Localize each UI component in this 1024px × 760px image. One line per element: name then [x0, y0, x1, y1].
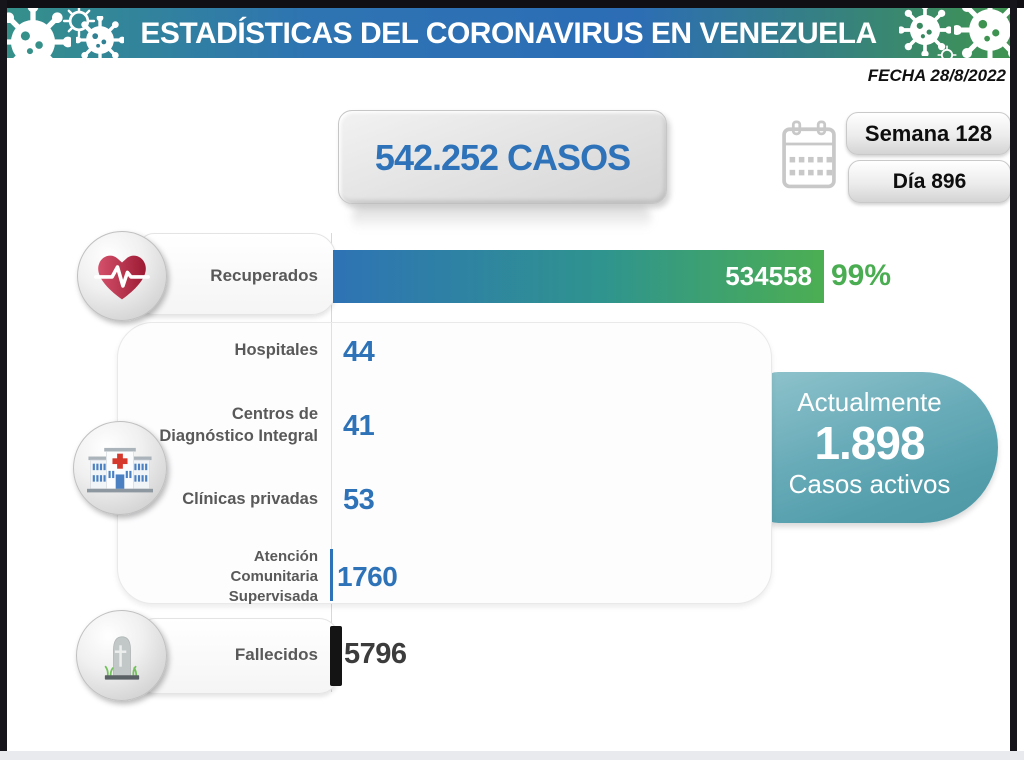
frame-right-edge — [1010, 0, 1017, 752]
tombstone-icon — [104, 635, 139, 680]
frame-left-edge — [0, 0, 7, 751]
virus-icon — [937, 45, 957, 58]
recovered-label-panel — [138, 233, 336, 315]
facility-label-clinicas: Clínicas privadas — [182, 490, 318, 508]
virus-icon — [62, 8, 96, 38]
header-banner: ESTADÍSTICAS DEL CORONAVIRUS EN VENEZUEL… — [7, 8, 1010, 58]
frame-bottom-edge — [0, 751, 1024, 760]
active-cases-value: 1.898 — [814, 417, 925, 469]
active-cases-caption-bottom: Casos activos — [788, 469, 951, 499]
recovered-bar: 534558 — [333, 250, 824, 303]
deceased-icon-circle — [76, 610, 167, 701]
facilities-icon-circle — [73, 421, 167, 515]
active-cases-caption-top: Actualmente — [797, 387, 942, 417]
active-cases-badge: Actualmente 1.898 Casos activos — [757, 372, 998, 523]
facility-value-atencion: 1760 — [337, 561, 398, 592]
deceased-label-panel — [139, 618, 339, 694]
facility-label-hospitales: Hospitales — [234, 341, 318, 359]
virus-icon — [76, 16, 124, 58]
deceased-value: 5796 — [344, 638, 407, 670]
facility-value-tick — [330, 549, 333, 601]
total-cases-reflection — [352, 206, 651, 230]
deceased-bar — [330, 626, 342, 686]
virus-icon — [7, 8, 71, 58]
facility-label-atencion: Atención Comunitaria Supervisada — [228, 548, 318, 605]
calendar-icon — [782, 120, 836, 189]
week-badge: Semana 128 — [846, 112, 1011, 155]
recovered-value: 534558 — [725, 261, 812, 291]
virus-icon — [954, 8, 1010, 58]
facilities-panel — [117, 322, 772, 604]
heart-ekg-icon — [94, 255, 150, 300]
facility-label-cdi: Centros de Diagnóstico Integral — [159, 405, 318, 445]
hospital-icon — [87, 447, 153, 493]
day-badge: Día 896 — [848, 160, 1011, 203]
facility-value-clinicas: 53 — [343, 484, 375, 516]
facility-value-cdi: 41 — [343, 410, 375, 442]
recovered-icon-circle — [77, 231, 167, 321]
facilities-divider-line — [331, 323, 332, 601]
recovered-percent: 99% — [831, 259, 892, 292]
total-cases-value: 542.252 CASOS — [374, 137, 631, 178]
recovered-label: Recuperados — [210, 266, 318, 285]
page-title: ESTADÍSTICAS DEL CORONAVIRUS EN VENEZUEL… — [140, 17, 877, 50]
total-cases-box: 542.252 CASOS — [338, 110, 667, 204]
deceased-label: Fallecidos — [234, 645, 318, 664]
virus-icon — [899, 8, 951, 56]
date-label: FECHA 28/8/2022 — [867, 66, 1006, 85]
frame-top-edge — [0, 0, 1024, 8]
facility-value-hospitales: 44 — [343, 336, 375, 368]
